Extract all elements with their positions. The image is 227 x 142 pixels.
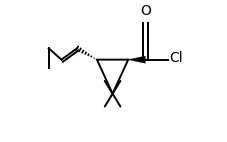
Text: Cl: Cl bbox=[169, 51, 182, 65]
Polygon shape bbox=[128, 56, 145, 63]
Text: O: O bbox=[139, 4, 150, 18]
